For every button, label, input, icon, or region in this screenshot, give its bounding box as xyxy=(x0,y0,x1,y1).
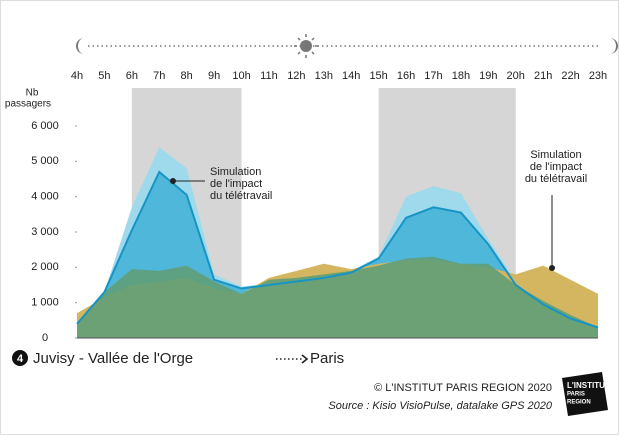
annotation-text: Simulation xyxy=(210,166,261,178)
annotation-text: Simulation xyxy=(530,149,581,161)
x-tick-label: 17h xyxy=(424,70,442,82)
annotation-text: de l'impact xyxy=(210,178,262,190)
route-number: 4 xyxy=(17,353,24,365)
x-tick-label: 15h xyxy=(369,70,387,82)
logo-badge xyxy=(562,372,608,416)
area xyxy=(77,256,598,338)
x-tick-label: 13h xyxy=(315,70,333,82)
x-tick-label: 8h xyxy=(181,70,193,82)
logo-text: L'INSTITUT xyxy=(567,381,610,390)
x-tick-label: 9h xyxy=(208,70,220,82)
y-tick-label: 5 000 xyxy=(31,155,59,167)
annotation-text: du télétravail xyxy=(210,190,272,202)
x-tick-label: 21h xyxy=(534,70,552,82)
source: Source : Kisio VisioPulse, datalake GPS … xyxy=(328,400,552,412)
annotation-text: de l'impact xyxy=(530,161,582,173)
x-tick-label: 11h xyxy=(260,70,278,82)
y-tick-label: 6 000 xyxy=(31,120,59,132)
x-tick-label: 18h xyxy=(452,70,470,82)
x-tick-label: 20h xyxy=(507,70,525,82)
x-tick-label: 6h xyxy=(126,70,138,82)
y-tick-label: 1 000 xyxy=(31,297,59,309)
x-tick-label: 19h xyxy=(479,70,497,82)
x-tick-label: 7h xyxy=(153,70,165,82)
y-tick-label: 2 000 xyxy=(31,261,59,273)
route-badge xyxy=(12,350,28,366)
annotation-text: du télétravail xyxy=(525,173,587,185)
x-tick-label: 16h xyxy=(397,70,415,82)
day-night-strip xyxy=(76,34,618,58)
x-tick-label: 12h xyxy=(287,70,305,82)
y-tick-label: 3 000 xyxy=(31,226,59,238)
x-tick-label: 4h xyxy=(71,70,83,82)
y-tick-label: 4 000 xyxy=(31,191,59,203)
y-tick-label: 0 xyxy=(42,332,48,344)
x-tick-label: 14h xyxy=(342,70,360,82)
y-axis-label: passagers xyxy=(5,99,51,110)
route-to: Paris xyxy=(310,350,344,367)
logo-text: PARIS xyxy=(567,392,585,398)
route-from: Juvisy - Vallée de l'Orge xyxy=(33,350,193,367)
y-axis-label: Nb xyxy=(26,88,39,99)
x-tick-label: 10h xyxy=(232,70,250,82)
x-tick-label: 5h xyxy=(98,70,110,82)
line xyxy=(76,170,599,329)
logo-text: REGION xyxy=(567,400,591,406)
x-tick-label: 23h xyxy=(589,70,607,82)
copyright: © L'INSTITUT PARIS REGION 2020 xyxy=(374,382,552,394)
x-tick-label: 22h xyxy=(561,70,579,82)
route-arrow xyxy=(276,354,309,364)
